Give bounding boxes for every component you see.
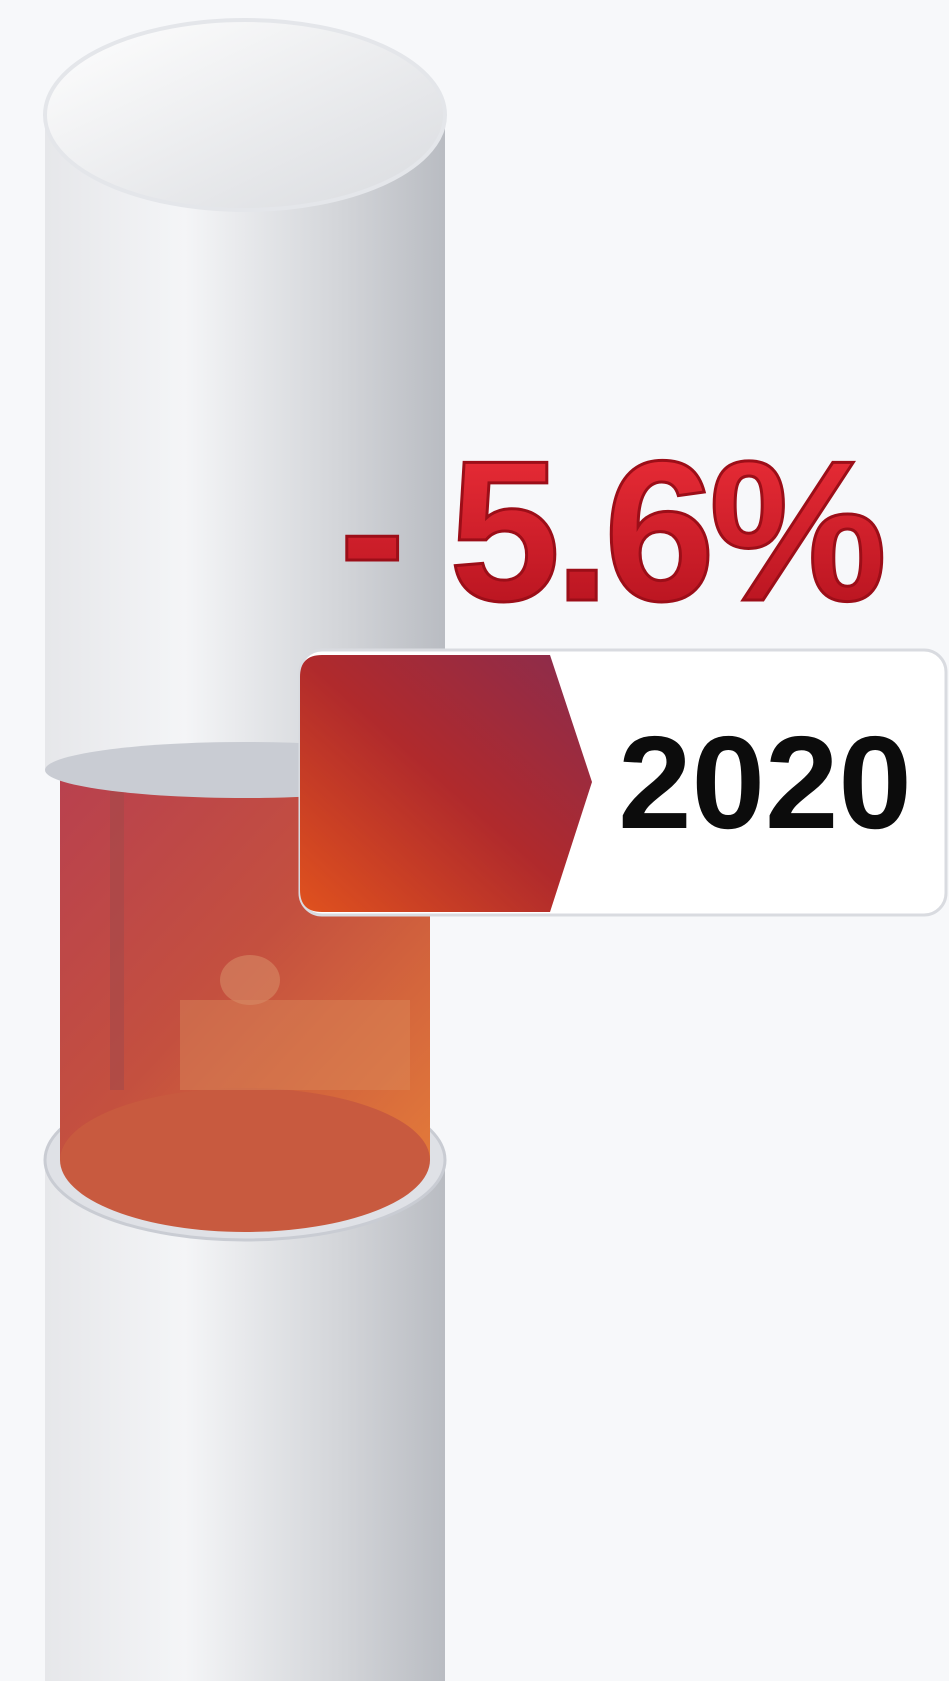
cylinder-top	[43, 18, 447, 798]
year-tag: 2020	[298, 648, 948, 917]
change-value: - 5.6%	[339, 420, 882, 643]
year: 2020	[618, 709, 912, 856]
cylinder-middle	[60, 760, 430, 1232]
